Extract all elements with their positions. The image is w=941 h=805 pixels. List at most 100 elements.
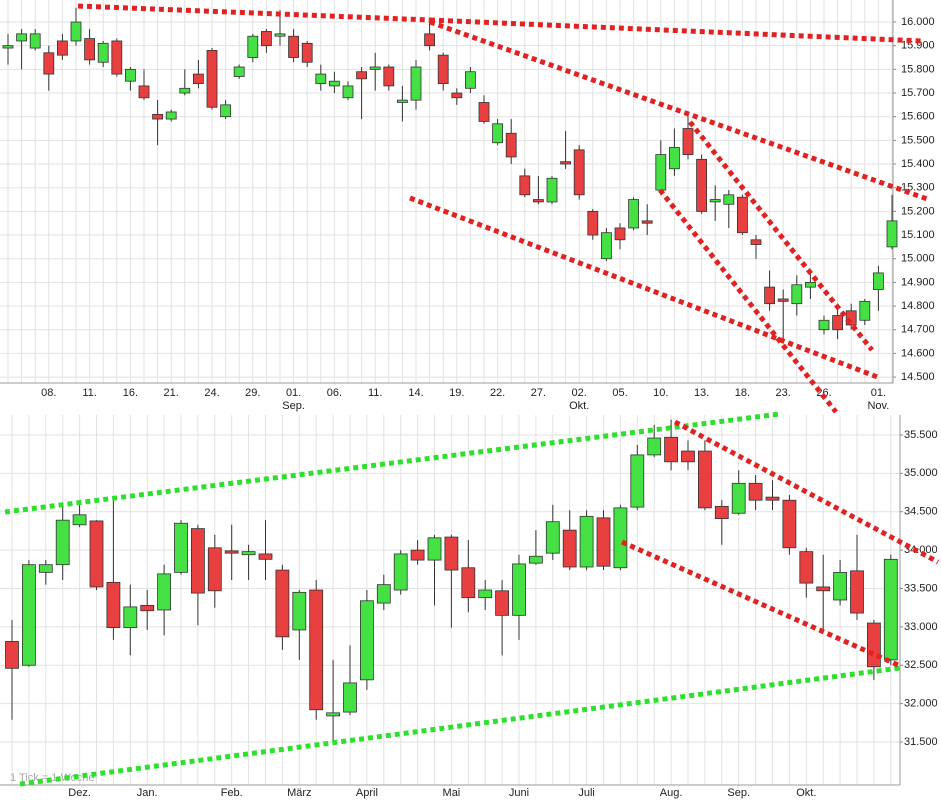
candle-body — [750, 239, 762, 245]
candle-body — [867, 622, 881, 668]
candle-body — [165, 111, 177, 120]
candle-body — [873, 272, 884, 290]
candle-body — [737, 196, 748, 234]
y-tick-label: 14.800 — [901, 300, 935, 312]
y-tick-label: 33.000 — [904, 621, 938, 633]
candle-body — [356, 71, 368, 80]
y-tick-label: 14.900 — [901, 276, 935, 288]
candle-body — [764, 286, 775, 305]
candle-body — [799, 551, 814, 584]
x-tick-label: 22. — [490, 387, 505, 399]
candle-body — [562, 529, 577, 568]
candle-body — [777, 298, 789, 302]
candle-body — [309, 589, 324, 711]
trendline — [429, 17, 923, 44]
candle-body — [292, 591, 307, 631]
candle-body — [601, 232, 612, 260]
candle-body — [328, 80, 340, 87]
y-tick-label: 15.100 — [901, 229, 935, 241]
y-tick-label: 32.000 — [904, 698, 938, 710]
candle-body — [512, 563, 526, 616]
x-tick-label: Mai — [443, 787, 461, 799]
candle-body — [106, 581, 121, 629]
candle-body — [89, 520, 104, 588]
candle-body — [573, 149, 585, 196]
candle-body — [587, 210, 599, 236]
y-tick-label: 33.500 — [904, 582, 938, 594]
trendline — [658, 188, 838, 414]
y-tick-label: 14.700 — [901, 324, 935, 336]
candle-body — [886, 220, 898, 248]
candle-body — [461, 567, 476, 599]
candle-body — [628, 199, 639, 229]
x-tick-label: Jan. — [137, 787, 158, 799]
candle-body — [326, 712, 341, 717]
x-tick-label: 06. — [327, 387, 342, 399]
candle-body — [816, 586, 831, 592]
candle-body — [274, 33, 286, 37]
candle-body — [669, 147, 680, 170]
x-tick-label: 21. — [164, 387, 179, 399]
candle-body — [427, 537, 442, 561]
trendline — [673, 419, 940, 565]
candle-body — [55, 519, 70, 566]
candle-body — [207, 547, 222, 592]
y-tick-label: 14.500 — [901, 371, 935, 383]
candle-body — [818, 319, 830, 331]
x-tick-label: Okt. — [796, 787, 816, 799]
candle-body — [70, 21, 82, 42]
candle-body — [444, 536, 459, 571]
trendline — [429, 19, 931, 203]
candle-body — [220, 104, 232, 118]
y-tick-label: 15.200 — [901, 205, 935, 217]
trendline — [688, 120, 874, 352]
candle-body — [596, 517, 611, 567]
candle-body — [111, 40, 123, 75]
x-tick-label: 14. — [408, 387, 423, 399]
y-tick-label: 35.000 — [904, 467, 938, 479]
candle-body — [123, 606, 138, 629]
candle-body — [696, 158, 707, 212]
x-tick-label: 11. — [368, 387, 382, 399]
candle-body — [258, 553, 273, 560]
candle-body — [2, 45, 14, 49]
candle-body — [43, 52, 55, 75]
x-tick-label: Feb. — [221, 787, 243, 799]
x-tick-label: 05. — [612, 387, 627, 399]
y-tick-label: 16.000 — [901, 16, 935, 28]
candle-body — [682, 128, 694, 155]
candle-body — [152, 113, 164, 120]
candle-body — [179, 87, 191, 94]
y-tick-label: 15.000 — [901, 253, 935, 265]
candle-body — [301, 42, 313, 63]
trendline — [19, 665, 901, 787]
x-tick-label: 24. — [204, 387, 219, 399]
candle-body — [72, 514, 87, 526]
candle-body — [478, 102, 490, 122]
candle-body — [805, 281, 816, 288]
y-tick-label: 14.600 — [901, 347, 935, 359]
candle-body — [437, 54, 449, 84]
x-tick-label: Juli — [578, 787, 595, 799]
x-tick-label: 27. — [531, 387, 546, 399]
y-tick-label: 15.600 — [901, 111, 935, 123]
candle-body — [655, 154, 667, 191]
candle-body — [174, 522, 188, 573]
candle-body — [613, 507, 628, 569]
plot-background — [0, 415, 900, 785]
candle-body — [140, 604, 155, 612]
y-tick-label: 31.500 — [904, 736, 938, 748]
x-tick-label: 16. — [123, 387, 138, 399]
x-tick-label: 18. — [735, 387, 750, 399]
candle-body — [315, 73, 327, 84]
candle-body — [478, 589, 493, 599]
candle-body — [833, 571, 847, 601]
y-tick-label: 15.800 — [901, 63, 935, 75]
candle-body — [383, 66, 395, 87]
candle-body — [192, 73, 204, 84]
x-tick-label: April — [356, 787, 378, 799]
y-tick-label: 15.700 — [901, 87, 935, 99]
y-tick-label: 34.500 — [904, 506, 938, 518]
candle-body — [464, 71, 476, 89]
